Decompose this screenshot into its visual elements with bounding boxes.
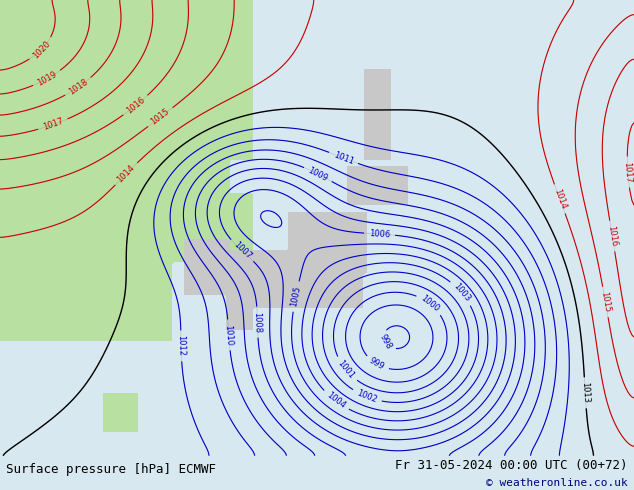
Text: 1005: 1005	[289, 285, 302, 308]
Text: 1016: 1016	[125, 96, 146, 116]
Text: 1015: 1015	[599, 291, 612, 313]
Text: 1017: 1017	[42, 117, 65, 132]
Text: 1014: 1014	[115, 163, 137, 184]
Text: © weatheronline.co.uk: © weatheronline.co.uk	[486, 478, 628, 488]
Text: 1018: 1018	[67, 77, 89, 97]
Text: 1006: 1006	[369, 229, 391, 239]
Text: 1001: 1001	[335, 359, 356, 381]
Text: 1017: 1017	[623, 161, 633, 183]
Text: 1016: 1016	[606, 225, 618, 247]
Text: 1014: 1014	[552, 188, 567, 210]
Text: 999: 999	[368, 356, 386, 372]
Text: 1009: 1009	[307, 165, 330, 183]
Text: 1020: 1020	[31, 39, 52, 60]
Text: 1007: 1007	[231, 240, 253, 261]
Text: 1008: 1008	[252, 312, 262, 333]
Text: 1004: 1004	[325, 391, 347, 411]
Text: 1000: 1000	[419, 294, 441, 314]
Text: Surface pressure [hPa] ECMWF: Surface pressure [hPa] ECMWF	[6, 463, 216, 476]
Text: 1013: 1013	[580, 382, 590, 404]
Text: Fr 31-05-2024 00:00 UTC (00+72): Fr 31-05-2024 00:00 UTC (00+72)	[395, 460, 628, 472]
Text: 1003: 1003	[451, 282, 472, 304]
Text: 1015: 1015	[149, 107, 171, 127]
Text: 1012: 1012	[176, 335, 186, 357]
Text: 1011: 1011	[332, 150, 355, 166]
Text: 998: 998	[377, 333, 393, 351]
Text: 1002: 1002	[356, 389, 378, 405]
Text: 1019: 1019	[36, 70, 58, 88]
Text: 1010: 1010	[224, 324, 234, 346]
